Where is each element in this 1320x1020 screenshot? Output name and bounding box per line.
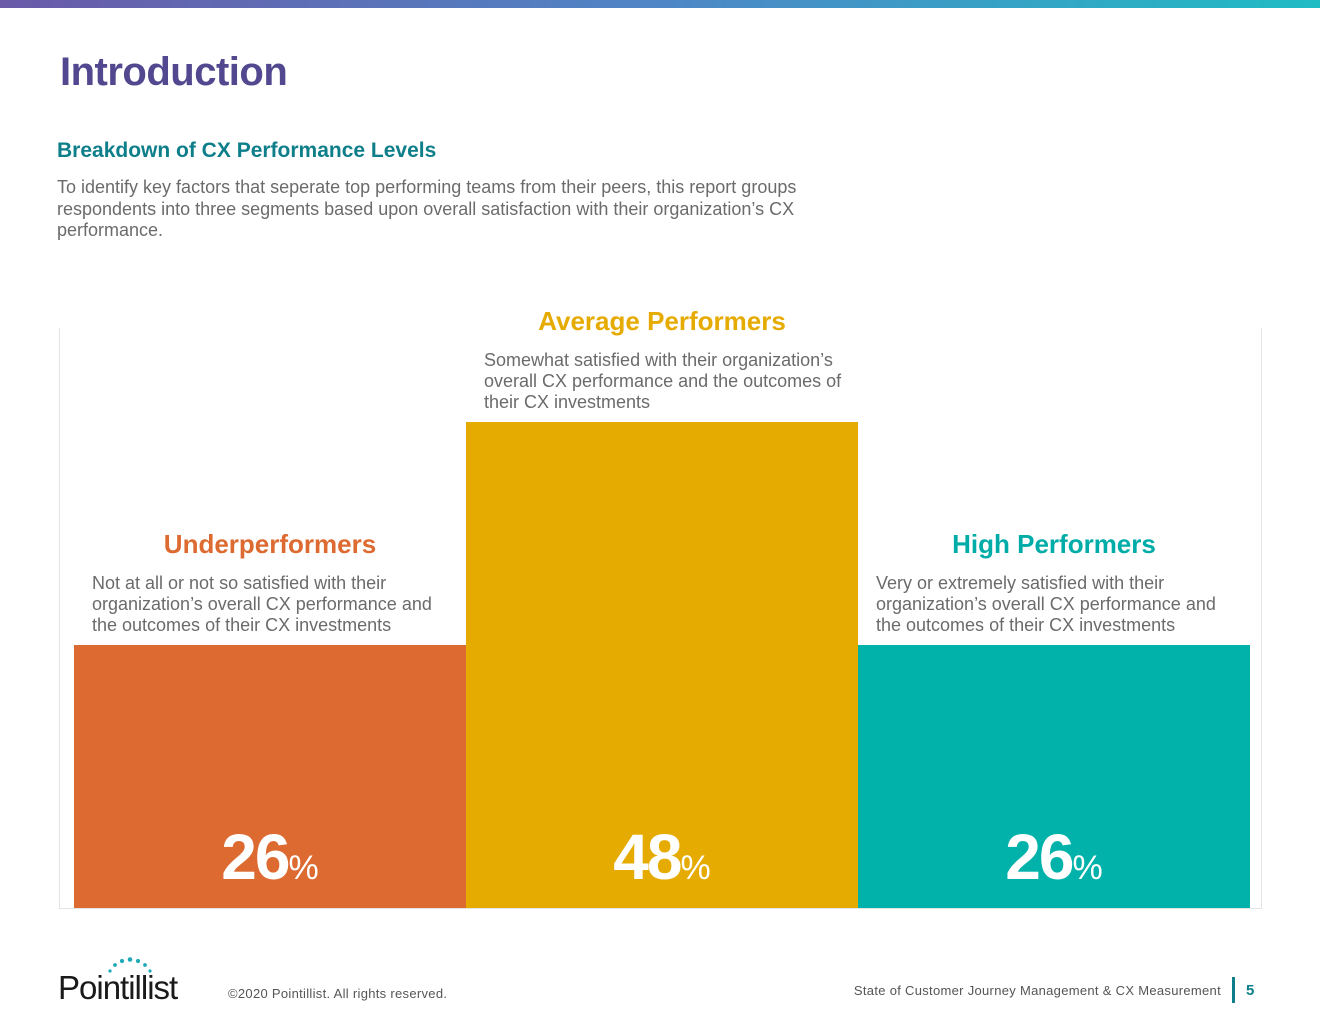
value-number: 26 xyxy=(221,821,290,893)
top-gradient-bar xyxy=(0,0,1320,8)
logo-wordmark: Pointillist xyxy=(58,969,178,1003)
segment-title-average-performers: Average Performers xyxy=(538,306,786,336)
value-unit: % xyxy=(680,849,711,887)
segment-description-high-performers: Very or extremely satisfied with their o… xyxy=(876,573,1216,635)
footer-divider xyxy=(1232,977,1235,1003)
page-title: Introduction xyxy=(60,50,288,94)
logo-dots-icon xyxy=(108,957,152,973)
bar-average-performers: 48% xyxy=(466,422,858,908)
value-unit: % xyxy=(1072,849,1103,887)
section-title: Breakdown of CX Performance Levels xyxy=(57,139,437,162)
value-unit: % xyxy=(288,849,319,887)
report-title: State of Customer Journey Management & C… xyxy=(853,983,1221,998)
bar-value-high-performers: 26% xyxy=(858,820,1250,894)
chart-baseline xyxy=(59,908,1262,909)
segment-description-average-performers: Somewhat satisfied with their organizati… xyxy=(484,350,842,412)
segment-title-underperformers: Underperformers xyxy=(163,529,377,559)
value-number: 26 xyxy=(1005,821,1074,893)
intro-text: To identify key factors that seperate to… xyxy=(57,177,797,240)
copyright-text: ©2020 Pointillist. All rights reserved. xyxy=(228,986,448,1001)
chart-frame-left xyxy=(59,328,60,908)
segment-description-underperformers: Not at all or not so satisfied with thei… xyxy=(92,573,432,635)
value-number: 48 xyxy=(613,821,682,893)
bar-high-performers: 26% xyxy=(858,645,1250,908)
pointillist-logo: Pointillist xyxy=(58,957,179,1003)
bar-underperformers: 26% xyxy=(74,645,466,908)
bar-value-average-performers: 48% xyxy=(466,820,858,894)
bar-value-underperformers: 26% xyxy=(74,820,466,894)
segment-title-high-performers: High Performers xyxy=(952,529,1156,559)
chart-frame-right xyxy=(1261,328,1262,908)
page-number: 5 xyxy=(1246,982,1255,999)
